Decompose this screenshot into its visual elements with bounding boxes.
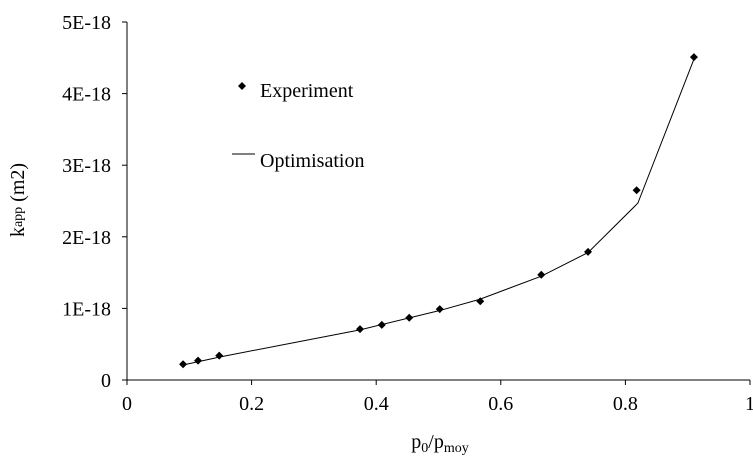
legend-marker [238,82,246,90]
data-point [356,325,365,334]
data-line [182,59,695,366]
y-tick-label: 2E-18 [62,227,111,249]
data-point [194,356,203,365]
x-tick-label: 0.2 [239,393,264,415]
data-point [435,305,444,314]
x-tick-label: 0 [122,393,132,415]
data-point [215,351,224,360]
y-tick-label: 3E-18 [62,155,111,177]
data-point [689,53,698,62]
legend-label: Experiment [260,80,354,102]
legend-label: Optimisation [260,150,364,172]
x-tick-label: 0.6 [488,393,513,415]
x-tick-label: 1 [745,393,753,415]
data-point [584,247,593,256]
data-point [632,186,641,195]
x-tick-label: 0.8 [613,393,638,415]
y-tick-label: 4E-18 [62,84,111,106]
y-axis-label: kapp (m2) [7,163,29,237]
y-tick-label: 5E-18 [62,12,111,34]
x-axis-label: p0/pmoy [411,431,468,456]
y-tick-label: 1E-18 [62,298,111,320]
data-point [179,360,188,369]
x-tick-label: 0.4 [364,393,389,415]
y-tick-label: 0 [101,370,111,392]
